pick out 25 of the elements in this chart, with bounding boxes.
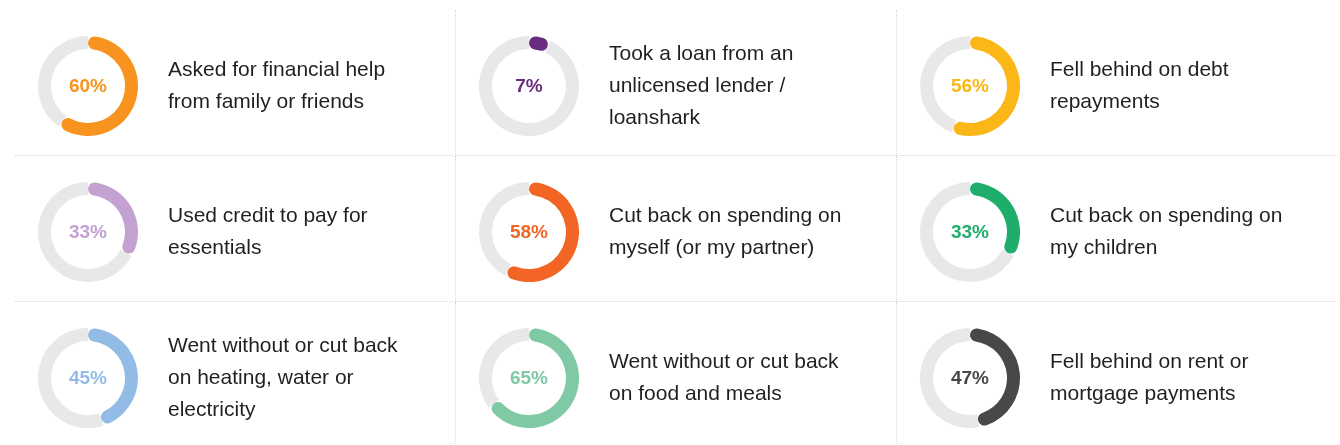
text: Cut back on spending on myself (or my partner)	[609, 203, 842, 258]
donut-slice	[507, 182, 579, 282]
text: Fell behind on rent or mortgage payments	[1050, 349, 1249, 404]
data-label: 33%	[950, 221, 990, 242]
data-label: 45%	[68, 367, 108, 388]
text: Took a loan from an unlicensed lender / loanshark	[609, 41, 794, 128]
data-label: 65%	[509, 367, 549, 388]
donut-slice	[953, 36, 1020, 136]
text: Asked for financial help from family or friends	[168, 57, 386, 112]
text: Fell behind on debt repayments	[1050, 57, 1229, 112]
data-label: 33%	[68, 221, 108, 242]
text: Used credit to pay for essentials	[168, 203, 368, 258]
text: Went without or cut back on heating, water or electricity	[168, 333, 399, 420]
text: Cut back on spending on my children	[1050, 203, 1283, 258]
donut-slice	[491, 328, 579, 428]
text: Went without or cut back on food and meals	[609, 349, 840, 404]
data-label: 56%	[950, 75, 990, 96]
data-label: 60%	[68, 75, 108, 96]
data-label: 58%	[509, 221, 549, 242]
donut-slice	[920, 182, 1014, 282]
donut-slice	[61, 36, 138, 136]
donut-slice	[529, 36, 548, 51]
data-label: 47%	[950, 367, 990, 388]
donut-slice	[38, 182, 132, 282]
data-label: 7%	[515, 75, 543, 96]
